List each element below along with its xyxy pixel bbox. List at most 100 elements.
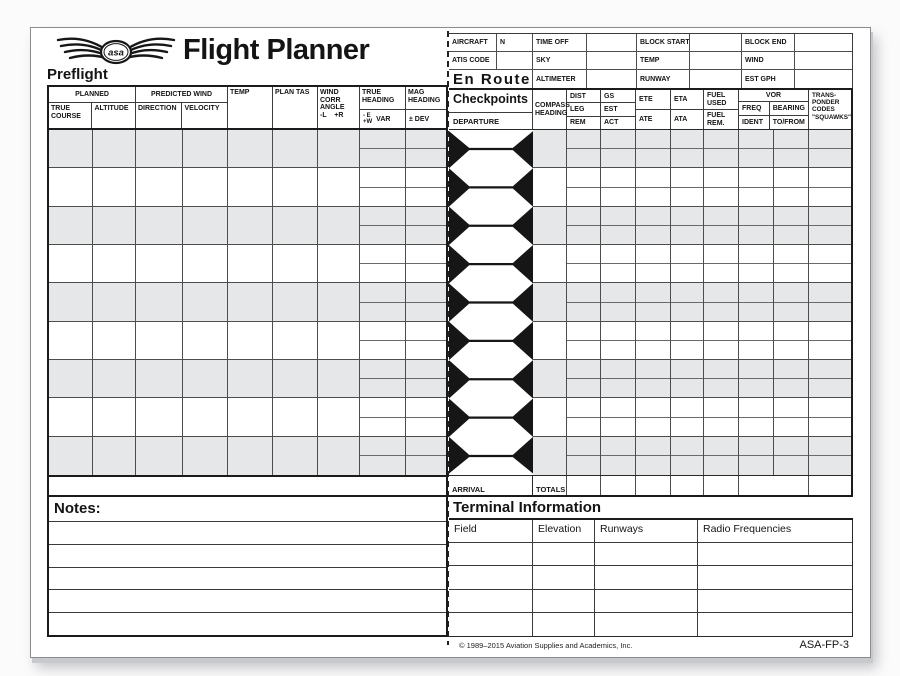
- enroute-split-cell: [636, 398, 671, 436]
- enroute-split-cell: [809, 130, 851, 167]
- preflight-cell: [183, 321, 228, 359]
- half-cell: [601, 341, 635, 359]
- half-cell: [739, 379, 773, 397]
- preflight-cell: [93, 283, 136, 321]
- enroute-split-cell: [601, 130, 636, 168]
- velocity-header: VELOCITY: [184, 105, 220, 112]
- var-text: VAR: [376, 115, 391, 123]
- preflight-cell: [318, 283, 360, 321]
- half-cell: [636, 303, 670, 321]
- half-cell: [774, 398, 808, 418]
- runway-field: [690, 70, 742, 88]
- preflight-cell: [49, 244, 93, 283]
- half-cell: [704, 245, 738, 265]
- dist-label: DIST: [567, 90, 600, 104]
- preflight-cell: [93, 359, 136, 398]
- enroute-split-cell: [774, 206, 809, 244]
- compass-heading-cell: [533, 398, 567, 436]
- bearing-label: BEARING: [769, 102, 808, 116]
- half-cell: [774, 341, 808, 359]
- preflight-cell: [228, 359, 273, 398]
- half-cell: [704, 149, 738, 167]
- terminal-cell: [533, 566, 595, 589]
- preflight-cell: [93, 398, 136, 436]
- half-cell: [406, 207, 446, 226]
- half-cell: [671, 437, 703, 457]
- enroute-row: [533, 244, 851, 284]
- enroute-split-cell: [704, 244, 739, 283]
- enroute-split-cell: [739, 206, 774, 244]
- altimeter-field: [587, 70, 637, 88]
- gs-header: GS EST ACT: [601, 90, 636, 129]
- mag-heading-header: MAG HEADING ± DEV: [406, 87, 446, 128]
- enroute-split-cell: [774, 130, 809, 168]
- half-cell: [567, 360, 600, 380]
- half-cell: [739, 341, 773, 359]
- sky-label: SKY: [533, 52, 587, 70]
- enroute-split-cell: [809, 207, 851, 244]
- preflight-body: [49, 130, 446, 475]
- half-cell: [360, 322, 405, 341]
- half-cell: [671, 245, 703, 265]
- enroute-split-cell: [704, 398, 739, 436]
- rem-label: REM: [570, 119, 586, 127]
- enroute-split-cell: [809, 283, 851, 320]
- sky-field: [587, 52, 637, 70]
- checkpoint-hexagon: [449, 457, 533, 475]
- half-cell: [567, 149, 600, 167]
- half-cell: [406, 398, 446, 418]
- enroute-split-cell: [774, 436, 809, 475]
- enroute-split-cell: [704, 283, 739, 321]
- half-cell: [809, 245, 851, 265]
- terminal-cell: [698, 590, 852, 612]
- checkpoint-hexagon: [449, 130, 533, 148]
- notes-line: [49, 543, 446, 567]
- half-cell: [567, 226, 600, 244]
- preflight-cell: [273, 168, 318, 206]
- est-label: EST: [601, 103, 635, 117]
- half-cell: [636, 283, 670, 303]
- runway-label: RUNWAY: [637, 70, 690, 88]
- form-title: Flight Planner: [183, 34, 370, 66]
- half-cell: [567, 264, 600, 282]
- half-cell: [739, 245, 773, 265]
- half-cell: [360, 360, 405, 380]
- terminal-cell: [698, 543, 852, 565]
- enroute-split-cell: [739, 398, 774, 436]
- half-cell: [774, 226, 808, 244]
- enroute-split-cell: [567, 168, 601, 206]
- mag-heading-text: MAG HEADING: [406, 87, 446, 111]
- terminal-table-header: Field Elevation Runways Radio Frequencie…: [449, 520, 852, 543]
- terminal-cell: [449, 566, 533, 589]
- half-cell: [739, 322, 773, 341]
- checkpoints-header: Checkpoints DEPARTURE: [449, 90, 533, 129]
- half-cell: [601, 149, 635, 167]
- enroute-body: [449, 130, 851, 475]
- half-cell: [809, 188, 851, 206]
- half-cell: [671, 456, 703, 475]
- atis-code-field: [497, 52, 533, 70]
- half-cell: [601, 379, 635, 397]
- terminal-row: [449, 589, 852, 613]
- terminal-cell: [698, 613, 852, 636]
- checkpoint-hexagon: [449, 380, 533, 417]
- enroute-split-cell: [601, 168, 636, 206]
- preflight-split-cell: [406, 245, 446, 282]
- enroute-split-cell: [567, 321, 601, 359]
- half-cell: [406, 341, 446, 359]
- half-cell: [636, 188, 670, 206]
- totals-row: ARRIVAL TOTALS: [449, 475, 851, 495]
- half-cell: [406, 149, 446, 167]
- ete-label: ETE: [636, 90, 670, 110]
- preflight-split-cell: [406, 360, 446, 397]
- ate-label: ATE: [639, 115, 653, 123]
- fuel-rem-label: FUEL REM.: [707, 112, 726, 127]
- half-cell: [809, 264, 851, 282]
- preflight-cell: [183, 283, 228, 321]
- plus-w-text: +W: [363, 119, 373, 126]
- departure-label: DEPARTURE: [453, 116, 500, 126]
- checkpoint-hexagon: [449, 265, 533, 302]
- half-cell: [739, 149, 773, 167]
- preflight-table: PLANNED TRUE COURSE ALTITUDE PREDICTED W…: [47, 85, 448, 497]
- preflight-header: PLANNED TRUE COURSE ALTITUDE PREDICTED W…: [49, 87, 446, 130]
